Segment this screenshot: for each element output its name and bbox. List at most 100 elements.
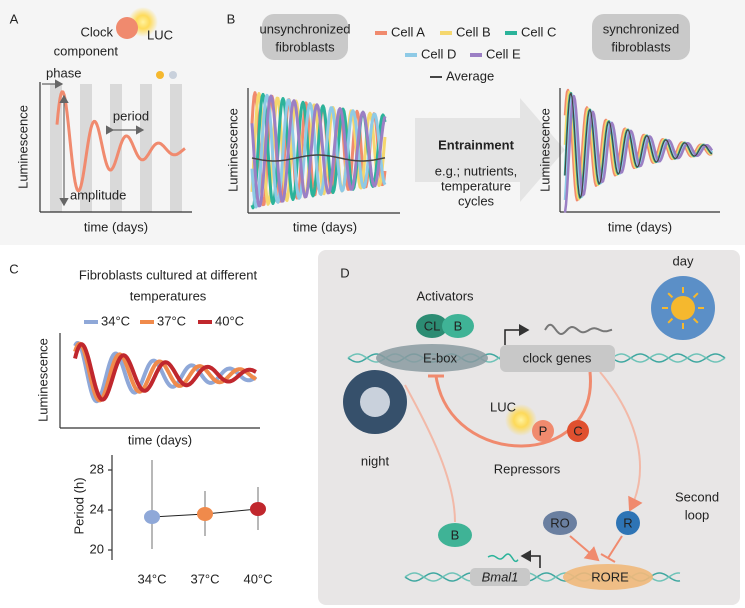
period-label: period <box>113 108 149 123</box>
y-tick-label: 28 <box>90 461 104 476</box>
bmal1-box <box>470 568 530 586</box>
average-trace <box>251 154 386 162</box>
mrna <box>544 323 613 335</box>
moon-icon <box>169 71 177 79</box>
day-label: day <box>673 253 694 268</box>
data-point <box>144 510 160 524</box>
x-tick-label: 37°C <box>190 571 219 586</box>
r-protein <box>616 511 640 535</box>
panel-letter: B <box>227 11 236 26</box>
transcription-arrow <box>520 550 541 568</box>
e-box <box>376 344 488 372</box>
legend-label: Cell E <box>486 46 521 61</box>
inhibition-bar <box>600 553 616 563</box>
badge <box>262 14 348 60</box>
clock-genes-label: clock genes <box>523 350 592 365</box>
icon-label: Clock <box>80 24 113 39</box>
oscillation <box>55 90 186 193</box>
luc-glow <box>505 404 537 436</box>
sun-ray <box>667 292 674 299</box>
rore-label: RORE <box>591 569 629 584</box>
y-axis-label: Luminescence <box>537 108 552 192</box>
moon <box>360 387 390 417</box>
protein-label: B <box>451 527 460 542</box>
mrna <box>487 553 519 563</box>
inhibition-line <box>607 535 623 559</box>
panel-letter: D <box>340 265 349 280</box>
entrainment-examples: temperature <box>441 178 511 193</box>
legend-label: 37°C <box>157 313 186 328</box>
protein-label: RO <box>550 515 570 530</box>
activators-label: Activators <box>416 288 474 303</box>
icon-label: component <box>54 43 119 58</box>
rore <box>563 564 653 590</box>
activation-arrow <box>569 535 600 562</box>
link <box>404 384 456 523</box>
repressors-label: Repressors <box>494 461 561 476</box>
p-protein <box>532 420 554 442</box>
night-stripe <box>110 84 122 212</box>
y-tick-label: 20 <box>90 541 104 556</box>
entrainment-arrow <box>415 98 565 202</box>
clock-genes-box <box>500 345 615 372</box>
panel-letter: C <box>9 261 18 276</box>
legend-label: Cell D <box>421 46 456 61</box>
legend-label: Cell B <box>456 24 491 39</box>
legend-label: 40°C <box>215 313 244 328</box>
y-axis-label: Luminescence <box>225 108 240 192</box>
temperature-trace <box>73 341 258 404</box>
ro-protein <box>543 511 577 535</box>
badge-label: unsynchronized <box>259 21 350 36</box>
transcription-arrow <box>504 324 530 345</box>
luc-label: LUC <box>147 27 173 42</box>
unsynchronized-trace <box>250 94 387 208</box>
sun-icon <box>156 71 164 79</box>
badge-label: synchronized <box>603 21 680 36</box>
badge-label: fibroblasts <box>275 39 335 54</box>
night-label: night <box>361 453 390 468</box>
unsynchronized-trace <box>250 93 387 209</box>
panel-title: Fibroblasts cultured at different <box>79 267 258 282</box>
x-axis-label: time (days) <box>608 219 672 234</box>
x-axis-label: time (days) <box>84 219 148 234</box>
legend-label: Cell C <box>521 24 556 39</box>
panel-title: temperatures <box>130 288 207 303</box>
protein-label: B <box>454 318 463 333</box>
bmal1-label: Bmal1 <box>482 569 519 584</box>
x-axis-label: time (days) <box>293 219 357 234</box>
synchronized-trace <box>563 94 714 213</box>
y-axis-label: Luminescence <box>15 105 30 189</box>
protein-label: P <box>539 423 548 438</box>
protein-label: C <box>573 423 582 438</box>
cl-protein <box>416 314 448 338</box>
repressor-arc <box>434 371 592 448</box>
y-tick-label: 24 <box>90 501 104 516</box>
e-box-label: E-box <box>423 350 457 365</box>
protein-label: CL <box>424 318 441 333</box>
x-tick-label: 40°C <box>243 571 272 586</box>
c-protein <box>567 420 589 442</box>
legend-label: Cell A <box>391 24 425 39</box>
x-axis-label: time (days) <box>128 432 192 447</box>
entrainment-examples: cycles <box>458 193 495 208</box>
x-tick-label: 34°C <box>137 571 166 586</box>
b-protein <box>442 314 474 338</box>
badge-label: fibroblasts <box>611 39 671 54</box>
legend-label: Average <box>446 68 494 83</box>
clock-component-icon <box>116 17 138 39</box>
second-loop-label: loop <box>685 507 710 522</box>
entrainment-label: Entrainment <box>438 137 515 152</box>
y-axis-label: Luminescence <box>35 338 50 422</box>
entrainment-examples: e.g.; nutrients, <box>435 163 517 178</box>
phase-label: phase <box>46 65 81 80</box>
second-loop-label: Second <box>675 489 719 504</box>
panel-letter: A <box>10 11 19 26</box>
temperature-trace <box>73 342 257 402</box>
link <box>599 371 643 512</box>
protein-label: R <box>623 515 632 530</box>
data-point <box>197 507 213 521</box>
data-point <box>250 502 266 516</box>
night-stripe <box>140 84 152 212</box>
night-stripe <box>170 84 182 212</box>
